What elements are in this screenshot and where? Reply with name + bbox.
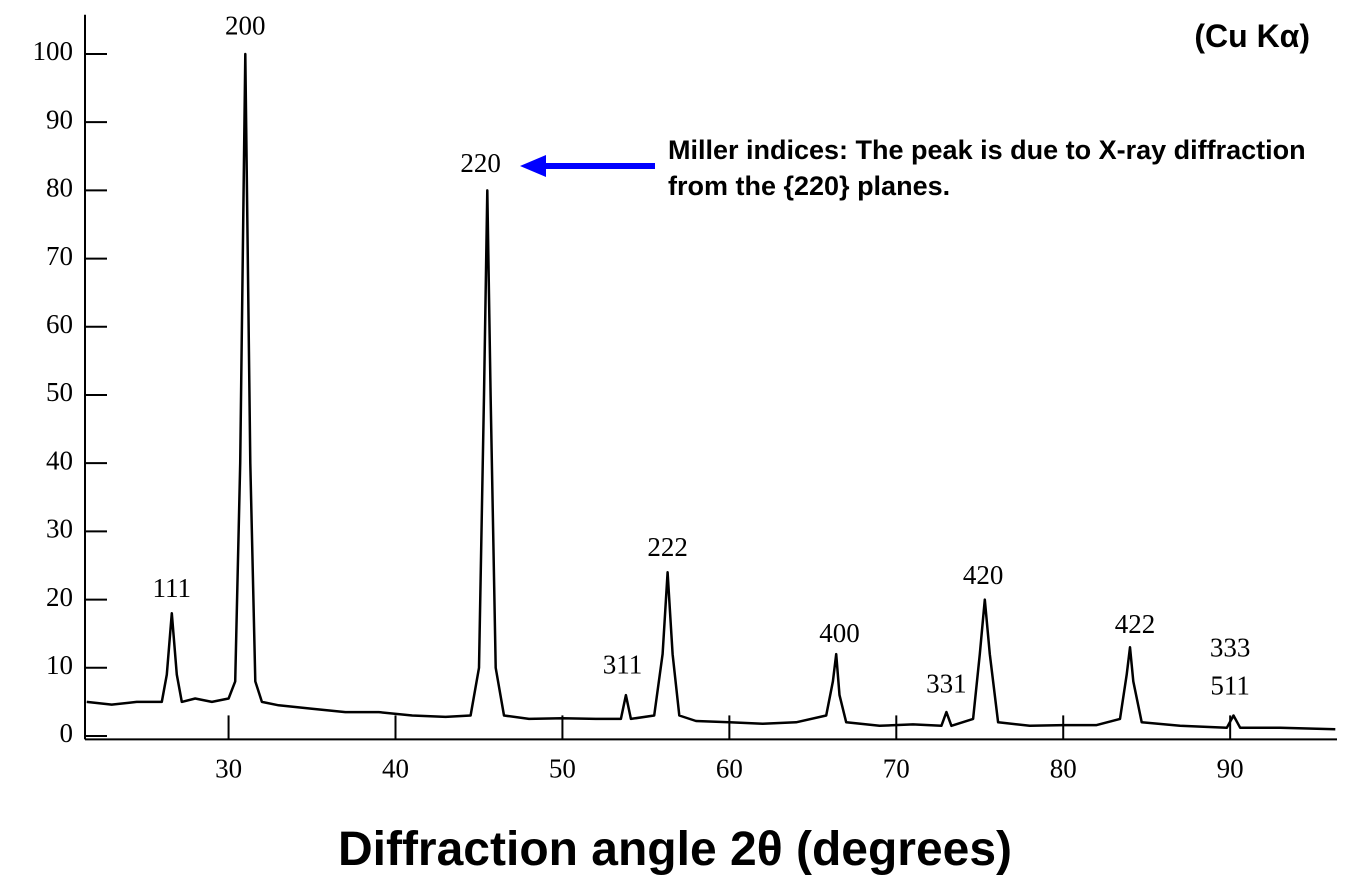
- x-tick-label: 80: [1050, 754, 1077, 784]
- x-tick-label: 90: [1217, 754, 1244, 784]
- peak-label: 220: [460, 148, 501, 178]
- peak-label: 331: [926, 668, 967, 698]
- pattern-line: [86, 52, 1336, 731]
- peak-label: 333: [1210, 632, 1251, 662]
- peak-label: 400: [819, 618, 860, 648]
- peak-label: 111: [153, 573, 192, 603]
- x-tick-label: 60: [716, 754, 743, 784]
- y-tick-label: 100: [33, 36, 74, 66]
- source-label: (Cu Kα): [1194, 18, 1310, 54]
- y-tick-label: 0: [60, 718, 74, 748]
- y-tick-label: 60: [46, 309, 73, 339]
- peak-label: 422: [1115, 609, 1156, 639]
- y-tick-label: 30: [46, 514, 73, 544]
- y-tick-label: 70: [46, 241, 73, 271]
- peak-label: 200: [225, 10, 266, 40]
- x-tick-label: 30: [215, 754, 242, 784]
- x-tick-label: 40: [382, 754, 409, 784]
- x-tick-label: 70: [883, 754, 910, 784]
- y-tick-label: 50: [46, 377, 73, 407]
- blue-arrowhead: [520, 155, 546, 177]
- y-tick-label: 10: [46, 650, 73, 680]
- x-tick-label: 50: [549, 754, 576, 784]
- peak-label: 511: [1210, 670, 1250, 700]
- y-tick-label: 90: [46, 104, 73, 134]
- peak-label: 222: [647, 532, 688, 562]
- y-tick-label: 80: [46, 173, 73, 203]
- y-tick-label: 40: [46, 445, 73, 475]
- annotation: Miller indices: The peak is due to X-ray…: [668, 135, 1306, 201]
- y-tick-label: 20: [46, 582, 73, 612]
- peak-label: 420: [963, 560, 1004, 590]
- peak-label: 311: [603, 649, 643, 679]
- x-axis-title: Diffraction angle 2θ (degrees): [337, 823, 1013, 876]
